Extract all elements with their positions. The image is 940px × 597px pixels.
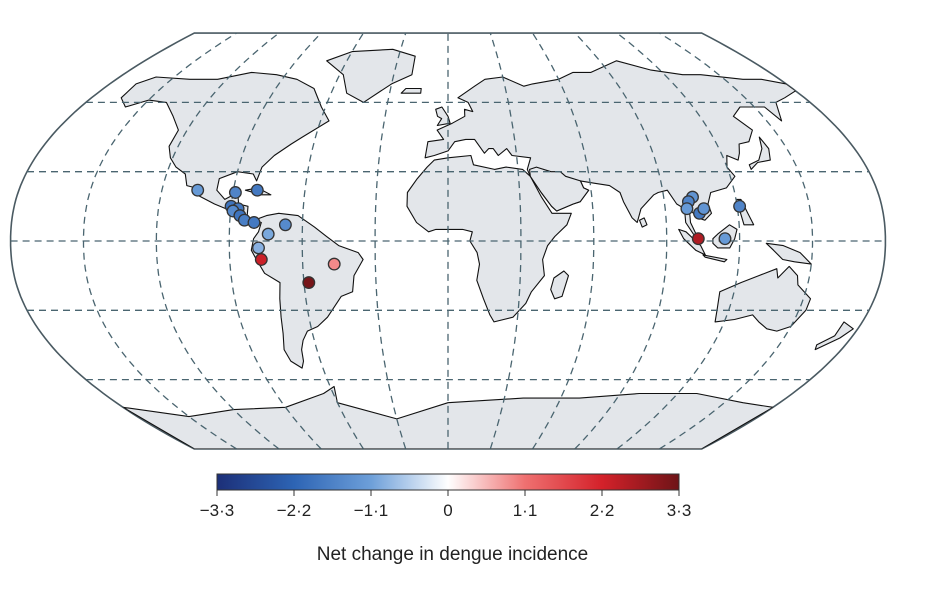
site-marker	[228, 186, 242, 199]
site-marker	[252, 241, 265, 255]
land-new-guinea	[765, 242, 812, 265]
site-marker	[691, 232, 705, 246]
legend-tick-label: 0	[443, 501, 452, 520]
site-marker	[254, 253, 268, 266]
legend-tick-label: −3·3	[200, 501, 235, 520]
site-marker	[733, 199, 747, 213]
legend-tick-label: 3·3	[667, 501, 692, 520]
site-marker	[191, 183, 205, 197]
graticule-lines	[10, 33, 886, 449]
land-arabia-link	[529, 166, 590, 212]
site-markers	[191, 183, 747, 290]
land-japan	[748, 136, 771, 170]
legend-tick-label: 2·2	[590, 501, 615, 520]
legend-tick-label: −2·2	[277, 501, 312, 520]
land-greenland	[326, 48, 416, 103]
land-masses	[120, 48, 854, 449]
legend-tick-label: 1·1	[513, 501, 538, 520]
land-madagascar	[550, 270, 570, 300]
land-antarctica	[122, 385, 774, 449]
site-marker	[697, 202, 711, 216]
legend-tick-label: −1·1	[354, 501, 389, 520]
legend-color-bar	[216, 473, 680, 491]
land-sri-lanka	[638, 217, 648, 228]
land-new-zealand	[814, 321, 854, 351]
land-africa	[406, 154, 572, 323]
land-iceland	[400, 87, 422, 94]
site-marker	[718, 232, 732, 246]
site-marker	[250, 183, 264, 197]
land-sulawesi-java	[702, 254, 728, 263]
site-marker	[302, 276, 316, 290]
site-marker	[247, 216, 261, 229]
land-uk	[435, 106, 451, 127]
land-australia	[714, 265, 812, 332]
color-legend: −3·3 −2·2 −1·1 0 1·1 2·2 3·3	[200, 473, 692, 520]
site-marker	[327, 257, 341, 271]
site-marker	[680, 202, 694, 216]
legend-title: Net change in dengue incidence	[316, 544, 589, 565]
legend-tick-marks: −3·3 −2·2 −1·1 0 1·1 2·2 3·3	[200, 490, 692, 520]
site-marker	[261, 227, 275, 241]
site-marker	[278, 218, 292, 232]
